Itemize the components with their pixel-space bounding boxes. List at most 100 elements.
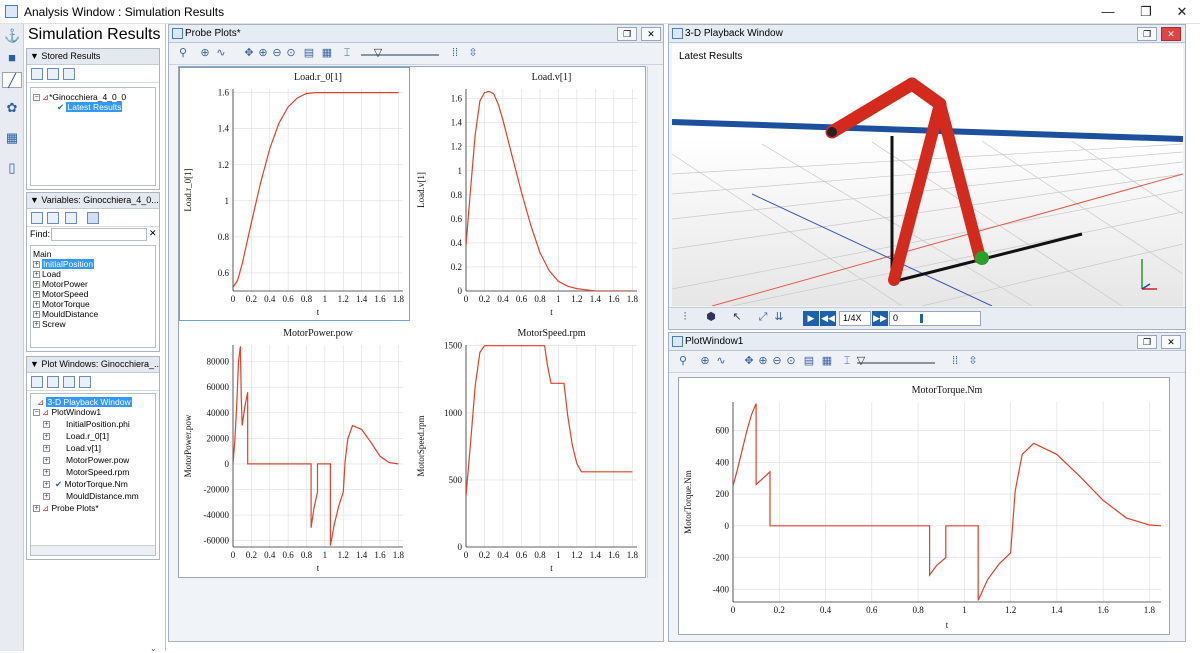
settings-icon[interactable]: ⫶ (683, 311, 687, 323)
time-field[interactable]: 0 (889, 311, 981, 326)
plot-motor-power[interactable]: 0 0.2 0.4 0.6 0.8 1 1.2 1.4 1.6 1.8 -60000 -40000 -2… (179, 323, 411, 577)
view-cube-icon[interactable]: ⬢ (706, 311, 716, 323)
probe-scrollbar[interactable] (647, 66, 659, 578)
slider-handle[interactable]: ▽ (373, 47, 383, 59)
restore-button[interactable]: ❐ (1140, 4, 1152, 19)
tree-node-var[interactable]: + MotorTorque (33, 299, 90, 309)
plot-windows-header[interactable]: ▼ Plot Windows: Ginocchiera_... (27, 357, 159, 373)
variable-tool-icon[interactable] (47, 212, 59, 224)
link-icon[interactable]: ⚲ (678, 355, 688, 367)
zoom-out-icon[interactable]: ⊖ (772, 355, 782, 367)
speed-field[interactable]: 1/4X (839, 311, 871, 326)
crosshair-icon[interactable]: ⊕ (700, 355, 710, 367)
pan-icon[interactable]: ✥ (744, 355, 754, 367)
network-icon[interactable]: ✿ (6, 100, 18, 115)
fit-view-icon[interactable]: ⤢ (758, 311, 768, 323)
3d-viewport[interactable]: Latest Results (672, 44, 1183, 306)
table-view-icon[interactable]: ▤ (303, 47, 315, 59)
rewind-button[interactable]: ◀◀ (820, 311, 836, 326)
scroll-down-icon[interactable]: ⌄ (150, 644, 157, 653)
probe-close-button[interactable]: ✕ (641, 27, 661, 41)
zoom-fit-icon[interactable]: ⊙ (286, 47, 296, 59)
fit-height-icon[interactable]: ⇳ (468, 47, 478, 59)
slider-handle[interactable]: ▽ (856, 355, 866, 367)
tree-node-var[interactable]: + MouldDistance (33, 309, 99, 319)
close-button[interactable]: ✕ (1176, 4, 1188, 19)
curve-icon[interactable]: ∿ (716, 355, 726, 367)
variables-header[interactable]: ▼ Variables: Ginocchiera_4_0... (27, 193, 159, 209)
export-plot-icon[interactable] (79, 376, 91, 388)
variable-tool-icon[interactable] (31, 212, 43, 224)
plot-motor-torque[interactable]: 0 0.2 0.4 0.6 0.8 1 1.2 1.4 1.6 1.8 -400 -200 0 200 40… (679, 378, 1169, 634)
table-view-icon[interactable]: ▤ (803, 355, 815, 367)
time-slider[interactable] (361, 54, 439, 56)
tree-node-var[interactable]: + Screw (33, 319, 66, 329)
fit-height-icon[interactable]: ⇳ (968, 355, 978, 367)
tree-node-var[interactable]: + MotorSpeed (33, 289, 89, 299)
link-icon[interactable]: ⚲ (178, 47, 188, 59)
tree-node-curve[interactable]: + MouldDistance.mm (43, 491, 139, 501)
lock-icon[interactable]: ■ (8, 50, 16, 65)
tree-node-probe[interactable]: + ⊿ Probe Plots* (33, 503, 99, 513)
select-icon[interactable]: ↖ (732, 311, 742, 323)
expand-icon[interactable]: ⇊ (774, 311, 784, 323)
export-result-icon[interactable] (63, 68, 75, 80)
playback-restore-button[interactable]: ❐ (1137, 27, 1157, 41)
new-plot-icon[interactable] (31, 376, 43, 388)
print-icon[interactable] (63, 376, 75, 388)
plotwin-restore-button[interactable]: ❐ (1137, 335, 1157, 349)
plot-motor-speed[interactable]: 0 0.2 0.4 0.6 0.8 1 1.2 1.4 1.6 1.8 0 500 1000 1500 Mo… (412, 323, 645, 577)
tree-node-latest[interactable]: ✔ Latest Results (57, 102, 123, 112)
playback-close-button[interactable]: ✕ (1161, 27, 1181, 41)
table-icon[interactable]: ▦ (5, 130, 19, 145)
fast-forward-button[interactable]: ▶▶ (872, 311, 888, 326)
tree-node-curve[interactable]: + Load.v[1] (43, 443, 101, 453)
plotwin-close-button[interactable]: ✕ (1161, 335, 1181, 349)
tree-node-main[interactable]: Main (33, 249, 52, 259)
tree-node-curve[interactable]: + MotorSpeed.rpm (43, 467, 130, 477)
unload-result-icon[interactable] (47, 68, 59, 80)
stored-results-header[interactable]: ▼ Stored Results (27, 49, 159, 65)
tree-node-curve-checked[interactable]: + ✔ MotorTorque.Nm (43, 479, 128, 489)
clear-find-icon[interactable]: ✕ (149, 228, 157, 238)
book-icon[interactable]: ▯ (8, 160, 16, 175)
zoom-out-icon[interactable]: ⊖ (272, 47, 282, 59)
x-tick-label: 1.8 (627, 294, 639, 304)
probe-restore-button[interactable]: ❐ (617, 27, 637, 41)
tree-node-playback[interactable]: ⊿ 3-D Playback Window (37, 397, 132, 407)
tree-node-result[interactable]: − ⊿*Ginocchiera_4_0_0 (33, 92, 127, 102)
zoom-icon[interactable]: ⊕ (258, 47, 268, 59)
horizontal-scrollbar[interactable] (31, 545, 155, 555)
grid-view-icon[interactable]: ▦ (321, 47, 333, 59)
pan-icon[interactable]: ✥ (244, 47, 254, 59)
zoom-fit-icon[interactable]: ⊙ (786, 355, 796, 367)
grid-view-icon[interactable]: ▦ (821, 355, 833, 367)
variable-tool-icon[interactable] (65, 212, 77, 224)
load-result-icon[interactable] (31, 68, 43, 80)
plot-load-r0[interactable]: 0 0.2 0.4 0.6 0.8 1 1.2 1.4 1.6 1.8 0.6 0.8 1 1.2 1.4 1… (179, 67, 411, 321)
minimize-button[interactable]: — (1101, 4, 1115, 19)
chart-icon[interactable]: ╱ (2, 72, 22, 88)
ruler-icon[interactable]: ⁞⁞ (951, 355, 959, 367)
tree-node-var[interactable]: + InitialPosition (33, 259, 95, 269)
collapse-icon[interactable]: − (33, 94, 40, 102)
tree-node-curve[interactable]: + MotorPower.pow (43, 455, 130, 465)
find-input[interactable] (51, 228, 147, 241)
tree-node-var[interactable]: + Load (33, 269, 61, 279)
time-slider[interactable] (857, 362, 935, 364)
tree-node-plotwindow[interactable]: − ⊿ PlotWindow1 (33, 407, 102, 417)
copy-plot-icon[interactable] (47, 376, 59, 388)
tree-node-curve[interactable]: + InitialPosition.phi (43, 419, 130, 429)
crosshair-icon[interactable]: ⊕ (200, 47, 210, 59)
zoom-icon[interactable]: ⊕ (758, 355, 768, 367)
cursor-icon[interactable]: ⌶ (843, 355, 851, 367)
cursor-icon[interactable]: ⌶ (343, 47, 351, 59)
tree-node-curve[interactable]: + Load.r_0[1] (43, 431, 110, 441)
anchor-icon[interactable]: ⚓ (4, 28, 21, 43)
plot-load-v[interactable]: 0 0.2 0.4 0.6 0.8 1 1.2 1.4 1.6 1.8 0 0.2 0.4 0.6 0.8 1… (412, 67, 645, 321)
tree-node-var[interactable]: + MotorPower (33, 279, 88, 289)
play-button[interactable]: ▶ (803, 311, 819, 326)
ruler-icon[interactable]: ⁞⁞ (451, 47, 459, 59)
variable-filter-icon[interactable] (87, 212, 99, 224)
curve-icon[interactable]: ∿ (216, 47, 226, 59)
